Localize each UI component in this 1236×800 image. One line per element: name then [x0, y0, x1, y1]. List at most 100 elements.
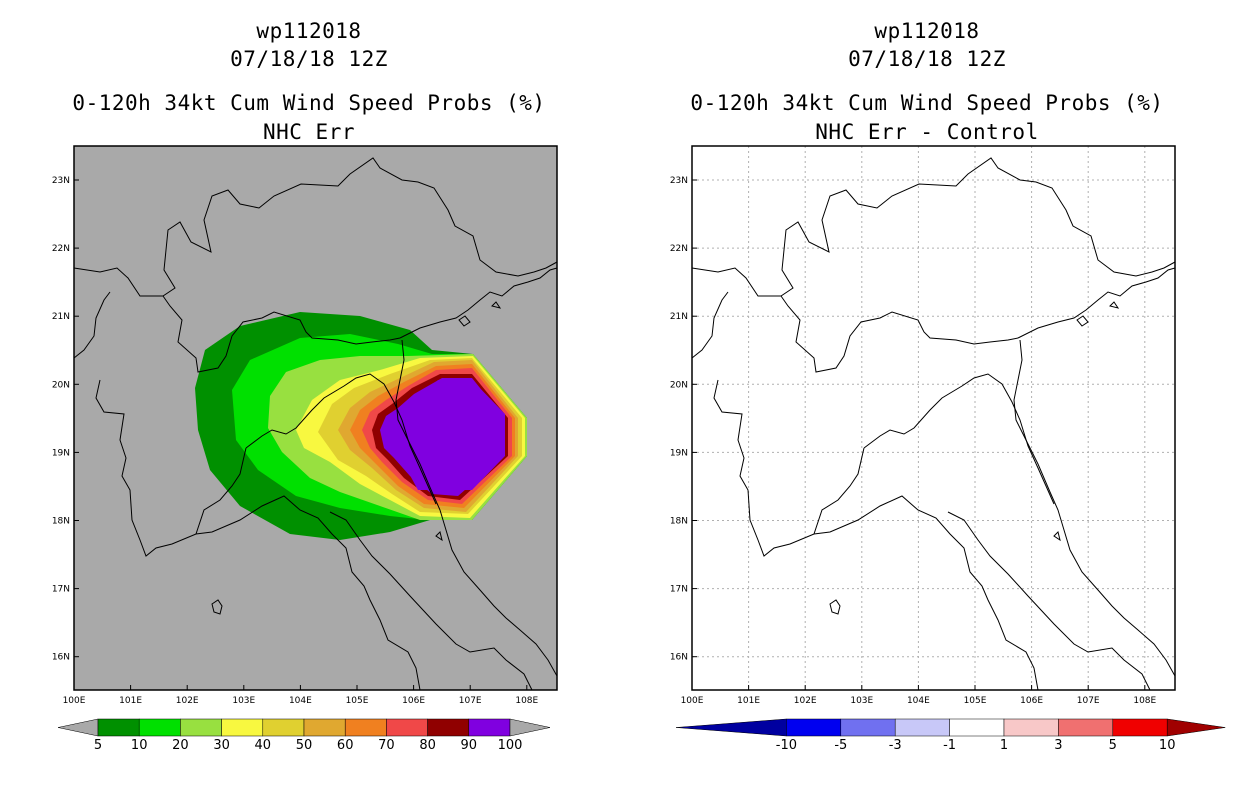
- country-border: [73, 291, 111, 359]
- colorbar-label: -3: [889, 738, 902, 753]
- colorbar-bin: [386, 718, 428, 737]
- country-border: [813, 447, 865, 535]
- colorbar-label: -10: [776, 738, 797, 753]
- colorbar-bin: [427, 718, 470, 737]
- product-title: 0-120h 34kt Cum Wind Speed Probs (%): [72, 91, 546, 115]
- lon-label: 106E: [1020, 696, 1043, 706]
- country-border: [399, 267, 558, 339]
- country-border: [73, 157, 558, 297]
- island-outline: [829, 599, 841, 615]
- right-panel: wp112018 07/18/18 12Z 0-120h 34kt Cum Wi…: [618, 0, 1236, 800]
- island-outline: [491, 301, 502, 309]
- lon-label: 107E: [459, 696, 482, 706]
- colorbar-label: 5: [94, 738, 102, 753]
- lat-label: 20N: [52, 380, 70, 390]
- lon-label: 100E: [681, 696, 704, 706]
- colorbar-label: 90: [461, 738, 478, 753]
- probability-contour-100: [384, 380, 505, 490]
- country-border: [195, 447, 247, 535]
- probability-map: 100E 101E 102E 103E 104E 105E 106E 107E 108E 16N 1…: [52, 145, 558, 753]
- colorbar-label: 40: [255, 738, 272, 753]
- colorbar-label: 20: [172, 738, 189, 753]
- lat-label: 19N: [670, 448, 688, 458]
- colorbar-bin: [1112, 718, 1168, 737]
- country-border: [863, 373, 1055, 505]
- colorbar-label: 5: [1109, 738, 1117, 753]
- colorbar-label: 80: [419, 738, 436, 753]
- lon-label: 101E: [119, 696, 142, 706]
- colorbar-bin: [1058, 718, 1114, 737]
- colorbar-label: 70: [378, 738, 395, 753]
- map-area: 100E 101E 102E 103E 104E 105E 106E 107E 108E 16N 1…: [670, 145, 1176, 706]
- country-border: [1017, 267, 1176, 339]
- colorbar-label: 30: [213, 738, 230, 753]
- lat-label: 18N: [670, 517, 688, 527]
- country-border: [1013, 339, 1176, 677]
- lon-label: 103E: [850, 696, 873, 706]
- lon-label: 102E: [176, 696, 199, 706]
- colorbar-bin: [221, 718, 264, 737]
- country-border: [162, 295, 401, 373]
- country-border: [691, 291, 729, 359]
- country-border: [713, 379, 1039, 691]
- colorbar-bin: [138, 718, 181, 737]
- subtitle: NHC Err: [262, 120, 355, 144]
- country-border: [395, 339, 558, 677]
- colorbar-bin: [840, 718, 896, 737]
- colorbar-arrow-low: [675, 718, 787, 737]
- country-border: [780, 295, 1019, 373]
- lon-label: 105E: [346, 696, 369, 706]
- map-frame: [691, 145, 1176, 691]
- colorbar-label: 10: [131, 738, 148, 753]
- lat-label: 17N: [670, 585, 688, 595]
- lat-label: 16N: [670, 653, 688, 663]
- country-border: [947, 511, 1151, 691]
- lon-label: 105E: [964, 696, 987, 706]
- colorbar-arrow-high: [1166, 718, 1226, 737]
- lat-label: 19N: [52, 448, 70, 458]
- left-panel: wp112018 07/18/18 12Z 0-120h 34kt Cum Wi…: [52, 19, 558, 753]
- lat-label: 22N: [52, 244, 70, 254]
- lon-label: 104E: [907, 696, 930, 706]
- colorbar-arrow-low: [57, 718, 99, 737]
- island-outline: [435, 531, 443, 542]
- product-title: 0-120h 34kt Cum Wind Speed Probs (%): [690, 91, 1164, 115]
- colorbar-bin: [949, 718, 1005, 737]
- lat-label: 16N: [52, 653, 70, 663]
- datetime-title: 07/18/18 12Z: [848, 47, 1006, 71]
- colorbar-label: 1: [1000, 738, 1008, 753]
- country-border: [329, 511, 533, 691]
- island-outline: [458, 315, 471, 327]
- lat-label: 23N: [670, 176, 688, 186]
- country-border: [245, 373, 437, 505]
- country-border: [95, 379, 421, 691]
- map-background: [692, 146, 1175, 690]
- colorbar-bin: [894, 718, 950, 737]
- colorbar-label: -5: [834, 738, 847, 753]
- colorbar-label: 60: [337, 738, 354, 753]
- lon-label: 103E: [232, 696, 255, 706]
- datetime-title: 07/18/18 12Z: [230, 47, 388, 71]
- island-outline: [1053, 531, 1061, 542]
- colorbar-bin: [786, 718, 842, 737]
- colorbar-bin: [262, 718, 305, 737]
- map-area: 100E 101E 102E 103E 104E 105E 106E 107E 108E 16N 1…: [52, 145, 558, 706]
- lon-label: 108E: [515, 696, 538, 706]
- colorbar-bin: [303, 718, 346, 737]
- colorbar-label: 10: [1159, 738, 1176, 753]
- lon-label: 108E: [1133, 696, 1156, 706]
- colorbar-bin: [97, 718, 140, 737]
- lon-label: 106E: [402, 696, 425, 706]
- lat-label: 23N: [52, 176, 70, 186]
- colorbar-bin: [1003, 718, 1059, 737]
- lon-label: 107E: [1077, 696, 1100, 706]
- subtitle: NHC Err - Control: [815, 120, 1039, 144]
- lat-label: 20N: [670, 380, 688, 390]
- colorbar-bin: [468, 718, 511, 737]
- map-frame: [73, 145, 558, 691]
- colorbar-label: 3: [1054, 738, 1062, 753]
- colorbar-bin: [344, 718, 387, 737]
- lat-label: 18N: [52, 517, 70, 527]
- lon-label: 104E: [289, 696, 312, 706]
- storm-id-title: wp112018: [256, 19, 362, 43]
